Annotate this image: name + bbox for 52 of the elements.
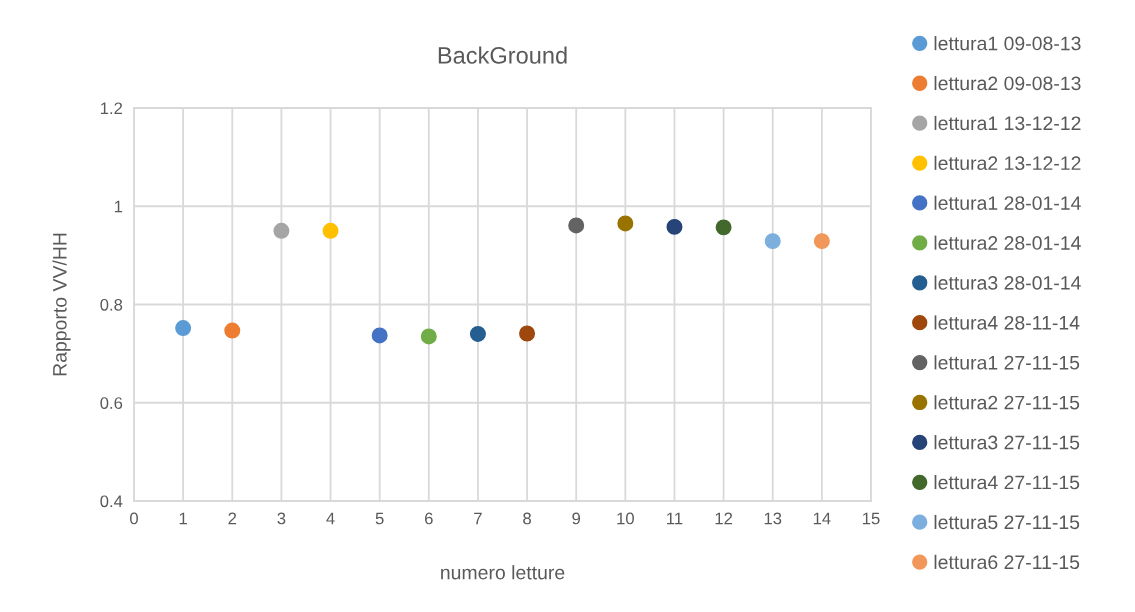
y-tick-label: 0.4 xyxy=(100,495,123,508)
x-tick-label: 1 xyxy=(179,512,187,525)
y-tick-label: 0.8 xyxy=(100,298,123,311)
x-tick-label: 14 xyxy=(813,512,831,525)
legend-label: lettura3 28-01-14 xyxy=(934,275,1081,290)
x-tick-label: 5 xyxy=(375,512,384,525)
x-tick-label: 13 xyxy=(764,512,782,525)
legend-label: lettura2 28-01-14 xyxy=(934,235,1081,250)
x-tick-label: 15 xyxy=(863,512,880,525)
y-tick-label: 1 xyxy=(114,200,123,213)
x-tick-label: 4 xyxy=(326,512,335,525)
legend-label: lettura2 09-08-13 xyxy=(934,75,1081,91)
point xyxy=(469,325,486,342)
legend-label: lettura1 13-12-12 xyxy=(934,115,1081,131)
point xyxy=(273,222,290,239)
point xyxy=(764,233,781,250)
x-tick-label: 0 xyxy=(130,512,138,525)
legend-label: lettura4 28-11-14 xyxy=(934,315,1080,330)
point xyxy=(666,218,683,235)
x-tick-label: 6 xyxy=(425,512,433,525)
legend-label: lettura2 27-11-15 xyxy=(934,395,1080,410)
point xyxy=(813,233,830,250)
x-tick-label: 7 xyxy=(474,512,482,525)
legend-label: lettura3 27-11-15 xyxy=(934,435,1080,450)
legend-label: lettura4 27-11-15 xyxy=(934,475,1080,490)
legend-label: lettura1 09-08-13 xyxy=(934,36,1081,51)
y-axis-title: Rapporto VV/HH xyxy=(52,233,71,376)
point xyxy=(175,320,192,337)
x-tick-label: 2 xyxy=(228,512,237,525)
point xyxy=(519,325,536,342)
legend-label: lettura6 27-11-15 xyxy=(934,554,1080,570)
x-tick-label: 8 xyxy=(523,512,531,525)
x-tick-label: 11 xyxy=(667,512,683,525)
point xyxy=(371,327,388,344)
legend-label: lettura1 27-11-15 xyxy=(934,355,1080,370)
legend-label: lettura1 28-01-14 xyxy=(934,195,1081,210)
point xyxy=(420,328,437,345)
y-tick-label: 0.6 xyxy=(100,397,123,409)
point xyxy=(617,215,634,232)
x-tick-label: 9 xyxy=(572,512,581,525)
x-tick-label: 3 xyxy=(277,512,286,525)
legend-label: lettura2 13-12-12 xyxy=(934,155,1081,171)
point xyxy=(568,217,585,234)
chart-title: BackGround xyxy=(438,46,567,64)
y-tick-label: 1.2 xyxy=(100,102,123,115)
x-axis-title: numero letture xyxy=(441,565,565,580)
x-tick-label: 12 xyxy=(715,512,733,525)
x-tick-label: 10 xyxy=(617,512,634,525)
point xyxy=(715,219,732,236)
point xyxy=(224,322,241,339)
legend-label: lettura5 27-11-15 xyxy=(934,514,1080,530)
point xyxy=(322,222,339,239)
